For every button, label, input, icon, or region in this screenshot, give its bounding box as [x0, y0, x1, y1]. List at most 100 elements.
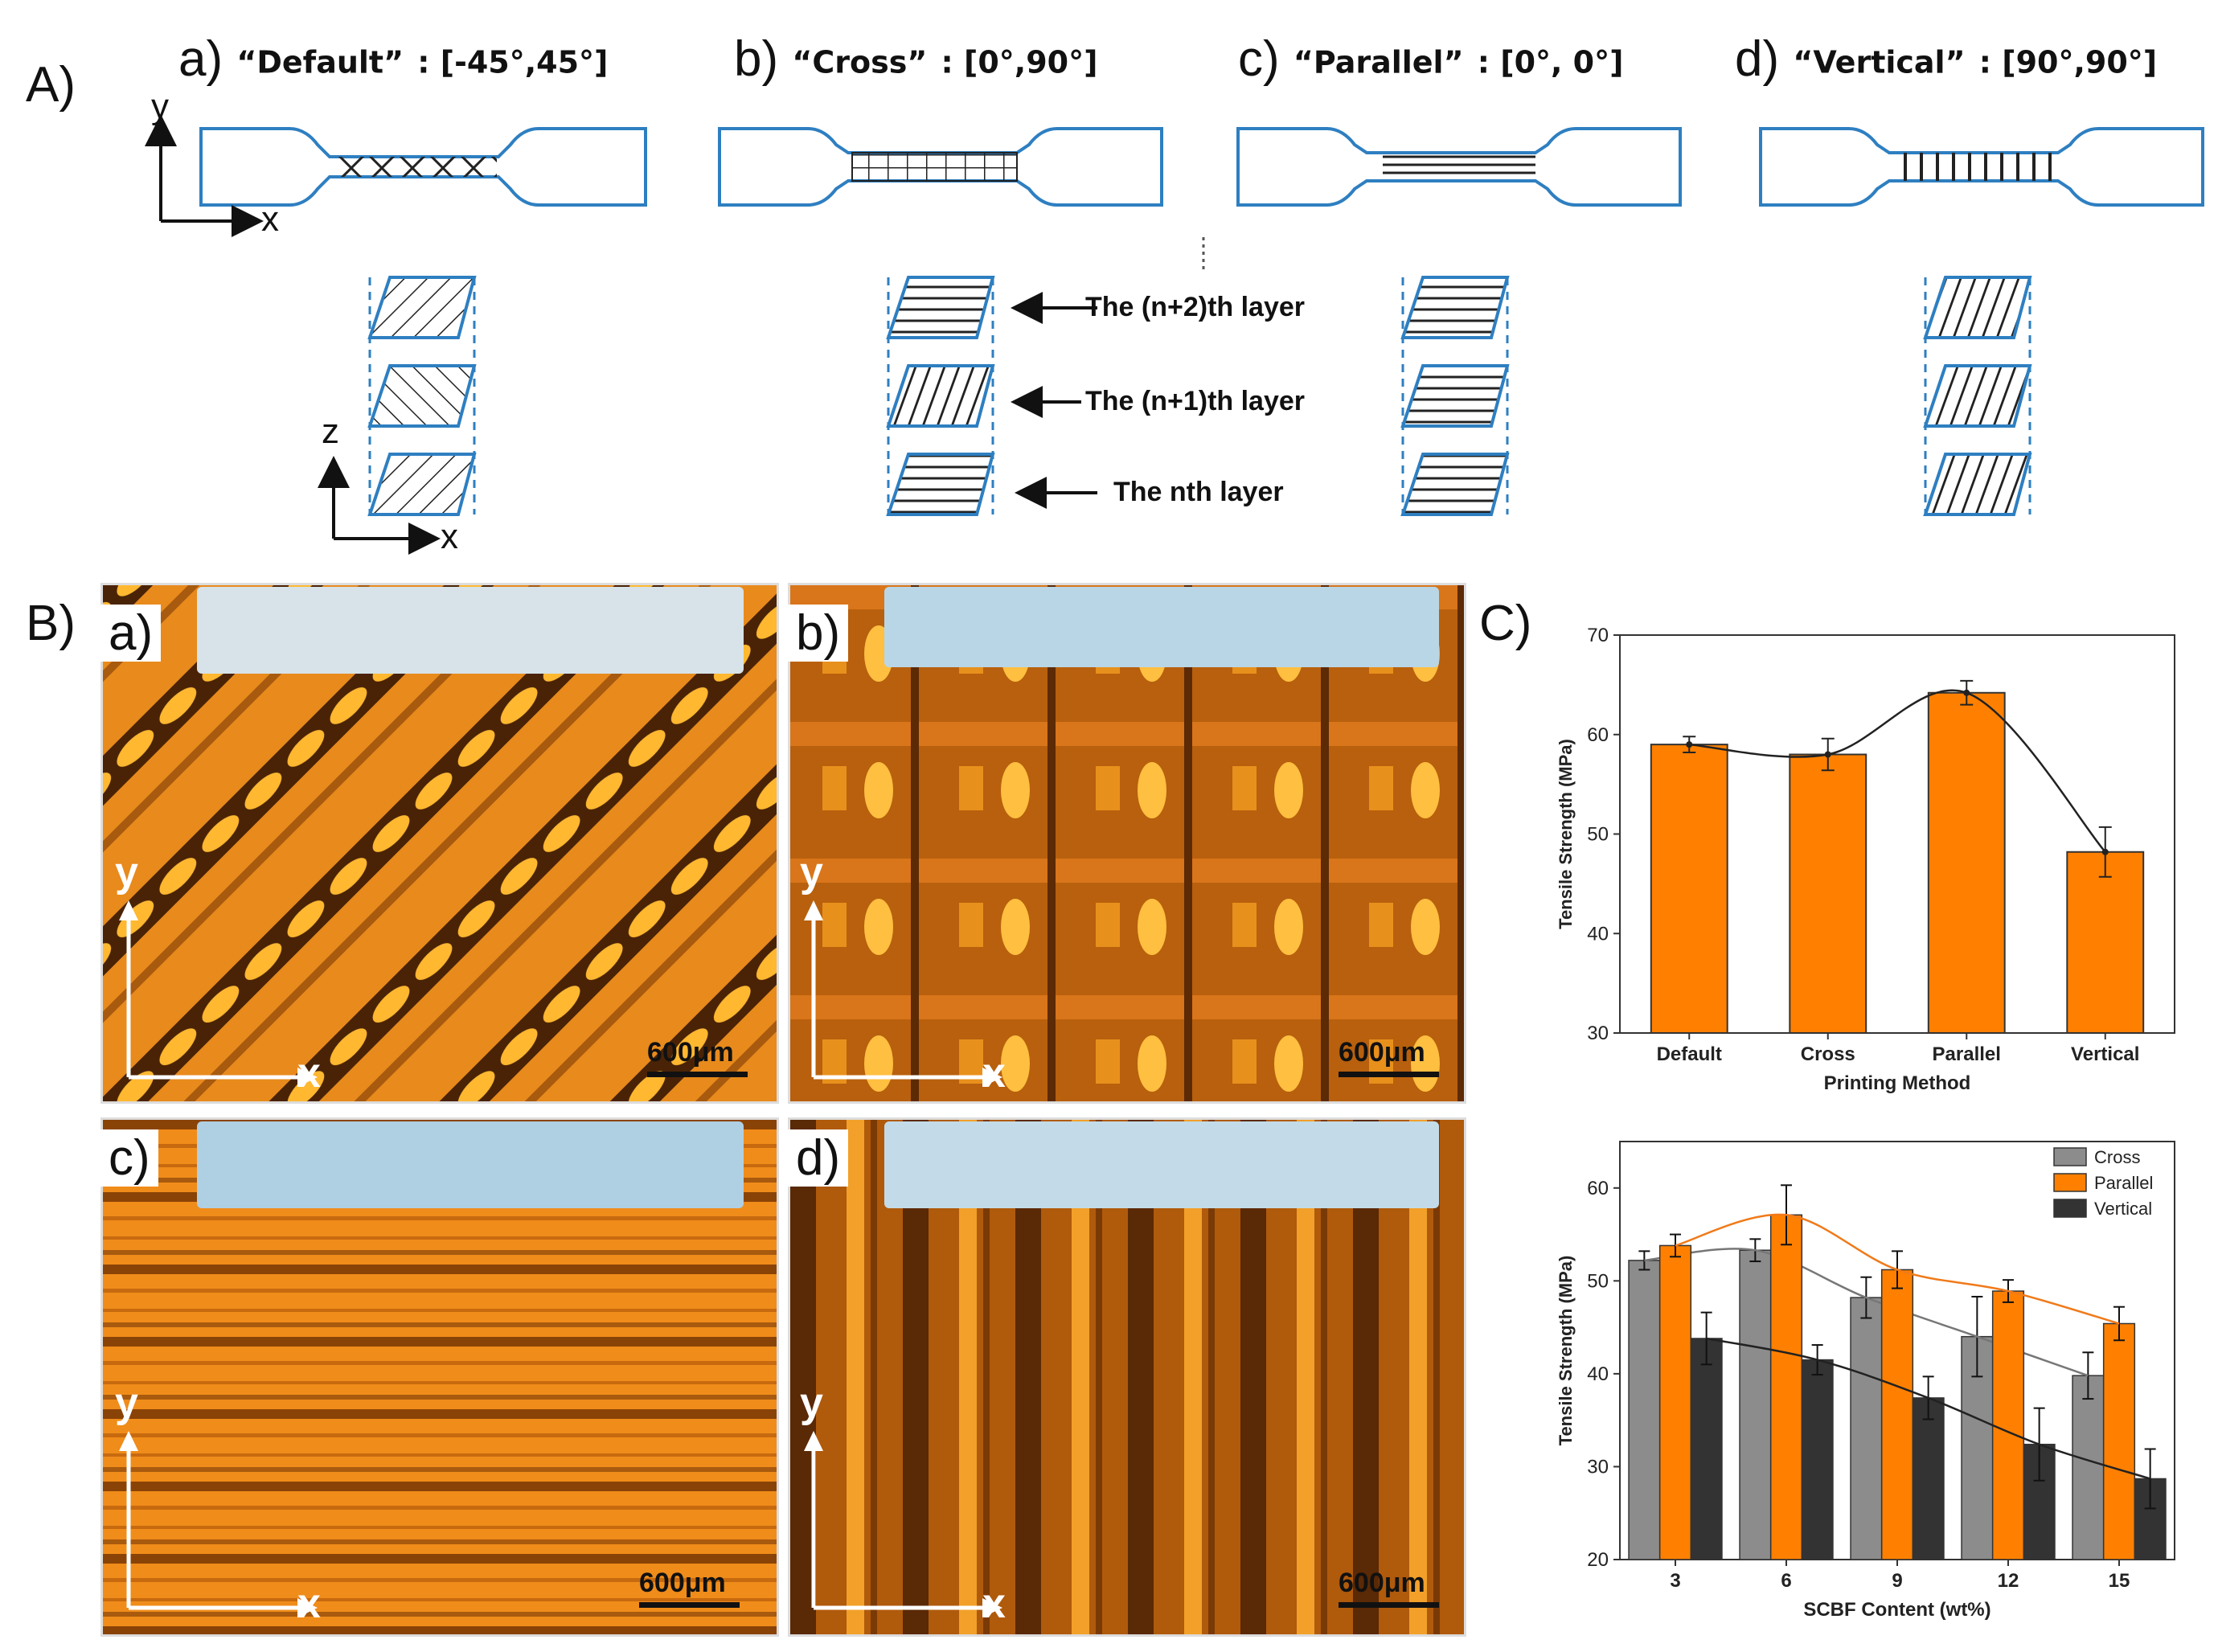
axis-label-x-top: x	[261, 199, 279, 239]
scale-label: 600μm	[1339, 1037, 1425, 1068]
subpanel-angles: : [0°,90°]	[941, 44, 1098, 80]
bar	[1927, 691, 2006, 1035]
micro-axis-y-d: y	[800, 1379, 823, 1426]
layer-label-n-plus-1: The (n+1)th layer	[1085, 386, 1306, 416]
y-axis-label: Tensile Strength (MPa)	[1556, 1256, 1576, 1446]
y-tick-label: 50	[1587, 824, 1609, 846]
y-tick-label: 50	[1587, 1270, 1609, 1292]
subpanel-heading-cross: b) “Cross” : [0°,90°]	[734, 31, 1097, 88]
scale-bar-c: 600μm	[639, 1568, 740, 1608]
data-point	[1686, 741, 1693, 748]
subpanel-letter: c)	[1238, 31, 1280, 87]
legend-swatch	[2053, 1173, 2087, 1192]
panel-b-label: B)	[26, 596, 76, 651]
subpanel-name: “Cross”	[792, 44, 928, 80]
specimen-default	[199, 127, 647, 207]
trend-line	[1689, 689, 2106, 853]
scale-label: 600μm	[1339, 1568, 1425, 1598]
specimen-vertical	[1759, 127, 2204, 207]
y-tick-label: 30	[1587, 1456, 1609, 1478]
legend-label: Cross	[2094, 1147, 2140, 1167]
panel-c-label: C)	[1479, 596, 1532, 651]
y-tick-label: 70	[1587, 625, 1609, 646]
micro-axis-y-c: y	[115, 1379, 138, 1426]
bar	[1650, 744, 1728, 1034]
micrograph-letter-d: d)	[788, 1129, 849, 1187]
layer-label-n-plus-2: The (n+2)th layer	[1085, 292, 1306, 322]
specimen-photo-a	[197, 587, 744, 674]
specimen-photo-c	[197, 1121, 744, 1208]
scale-label: 600μm	[647, 1037, 734, 1068]
scale-bar-b: 600μm	[1339, 1037, 1439, 1077]
y-tick-label: 60	[1587, 1178, 1609, 1199]
micro-axis-a	[119, 900, 318, 1087]
layer-stack-default	[367, 276, 477, 516]
x-tick-label: Default	[1657, 1043, 1722, 1065]
micro-axis-x-b: x	[982, 1050, 1006, 1097]
micro-axis-d	[804, 1431, 1002, 1617]
micrograph-letter-b: b)	[788, 605, 849, 662]
bar	[1789, 753, 1867, 1034]
scale-bar-d: 600μm	[1339, 1568, 1439, 1608]
x-tick-label: Cross	[1801, 1043, 1855, 1065]
y-tick-label: 30	[1587, 1023, 1609, 1044]
chart-scbf-content: 20 30 40 50 60 Tensile Strength (MPa) SCBF Con…	[1556, 1141, 2175, 1621]
bar-vertical	[1690, 1338, 1723, 1560]
y-tick-label: 40	[1587, 1363, 1609, 1385]
data-point	[2101, 848, 2109, 855]
panel-a-diagram	[145, 114, 2204, 555]
subpanel-angles: : [-45°,45°]	[417, 44, 609, 80]
micrograph-letter-c: c)	[100, 1129, 158, 1187]
subpanel-letter: a)	[178, 31, 223, 87]
specimen-photo-b	[884, 587, 1439, 667]
specimen-cross	[718, 127, 1163, 207]
bar-cross	[1739, 1249, 1772, 1560]
scale-label: 600μm	[639, 1568, 726, 1598]
subpanel-angles: : [90°,90°]	[1978, 44, 2158, 80]
x-tick-label: 15	[2109, 1570, 2130, 1592]
axis-label-x-layers: x	[441, 517, 458, 556]
micro-axis-b	[804, 900, 1002, 1087]
x-tick-label: 9	[1892, 1570, 1902, 1592]
subpanel-heading-vertical: d) “Vertical” : [90°,90°]	[1735, 31, 2157, 88]
trend-line-vertical	[1706, 1337, 2151, 1480]
legend-swatch	[2053, 1147, 2087, 1166]
bar-parallel	[1991, 1290, 2025, 1560]
bar-vertical	[1801, 1359, 1834, 1560]
layer-stack-cross	[886, 276, 995, 516]
layer-label-n: The nth layer	[1113, 477, 1284, 507]
subpanel-name: “Parallel”	[1293, 44, 1464, 80]
data-point	[1963, 689, 1970, 696]
subpanel-angles: : [0°, 0°]	[1477, 44, 1624, 80]
micro-axis-x-c: x	[297, 1580, 321, 1627]
bar-vertical	[1912, 1397, 1945, 1560]
micrograph-letter-a: a)	[100, 605, 162, 662]
subpanel-letter: d)	[1735, 31, 1780, 87]
panel-a-label: A)	[26, 57, 76, 113]
bar-parallel	[1769, 1214, 1803, 1560]
axis-label-y-top: y	[151, 87, 169, 126]
scale-bar-a: 600μm	[647, 1037, 748, 1077]
y-tick-label: 60	[1587, 724, 1609, 746]
subpanel-heading-parallel: c) “Parallel” : [0°, 0°]	[1238, 31, 1624, 88]
bar-parallel	[1658, 1244, 1692, 1560]
micro-axis-c	[119, 1431, 318, 1617]
subpanel-name: “Default”	[236, 44, 404, 80]
subpanel-letter: b)	[734, 31, 779, 87]
subpanel-heading-default: a) “Default” : [-45°,45°]	[178, 31, 608, 88]
micro-axis-y-a: y	[115, 849, 138, 896]
micro-axis-y-b: y	[800, 849, 823, 896]
micro-axis-x-d: x	[982, 1580, 1006, 1627]
x-tick-label: Vertical	[2071, 1043, 2139, 1065]
x-tick-label: 3	[1670, 1570, 1680, 1592]
bar-cross	[1628, 1260, 1661, 1560]
y-axis-label: Tensile Strength (MPa)	[1556, 739, 1576, 929]
specimen-parallel	[1236, 127, 1682, 207]
x-tick-label: Parallel	[1933, 1043, 2001, 1065]
layer-stack-parallel	[1400, 276, 1510, 516]
x-tick-label: 6	[1781, 1570, 1791, 1592]
subpanel-name: “Vertical”	[1793, 44, 1966, 80]
micro-axis-x-a: x	[297, 1050, 321, 1097]
bar-cross	[2072, 1375, 2105, 1560]
x-axis-label: Printing Method	[1824, 1072, 1971, 1094]
